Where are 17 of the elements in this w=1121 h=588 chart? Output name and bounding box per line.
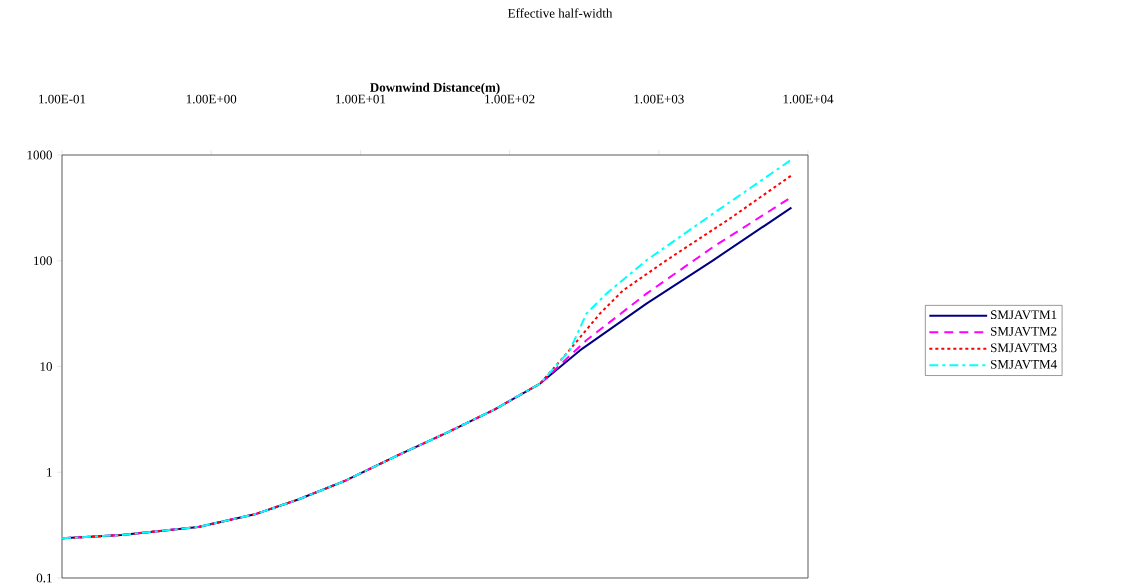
y-tick-label: 1 bbox=[47, 467, 52, 477]
x-tick-label: 1.00E+01 bbox=[336, 94, 386, 104]
x-tick-label: 1.00E+04 bbox=[783, 94, 834, 104]
x-tick-label: 1.00E+00 bbox=[186, 94, 237, 104]
y-tick-label: 100 bbox=[34, 256, 52, 266]
x-tick-label: 1.00E+02 bbox=[485, 94, 535, 104]
y-tick-label: 0.1 bbox=[36, 573, 52, 583]
legend-label: SMJAVTM1 bbox=[991, 310, 1057, 320]
x-tick-label: 1.00E-01 bbox=[39, 94, 86, 104]
y-tick-label: 1000 bbox=[27, 150, 52, 160]
legend-label: SMJAVTM3 bbox=[991, 343, 1057, 353]
legend-label: SMJAVTM2 bbox=[991, 326, 1057, 336]
y-tick-label: 10 bbox=[40, 362, 52, 371]
legend-label: SMJAVTM4 bbox=[991, 359, 1057, 369]
x-tick-label: 1.00E+03 bbox=[634, 94, 684, 104]
x-axis-title: Downwind Distance(m) bbox=[370, 82, 500, 95]
chart-title: Effective half-width bbox=[507, 8, 613, 18]
